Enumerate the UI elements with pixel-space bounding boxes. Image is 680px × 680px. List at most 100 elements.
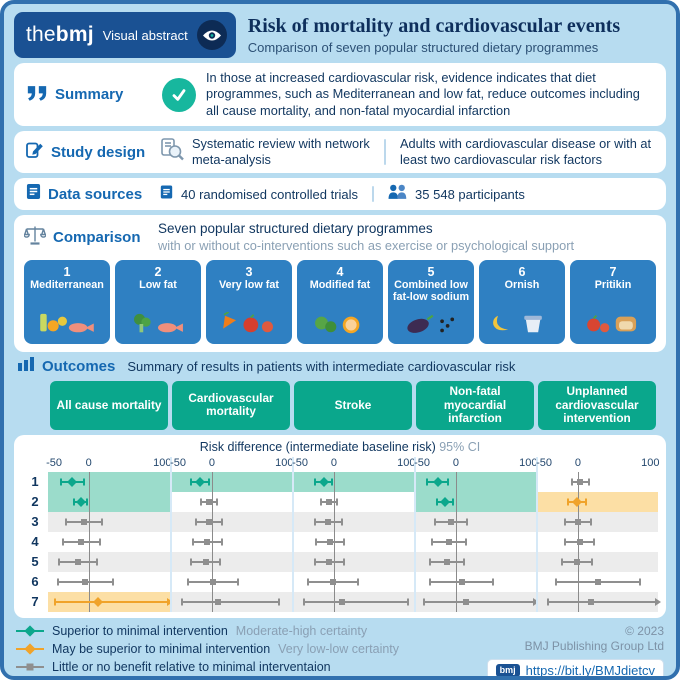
column-header-non-fatal-mi: Non-fatal myocardial infarction <box>416 381 534 430</box>
forest-cell <box>414 551 536 572</box>
food-illustration <box>491 312 553 341</box>
header-titles: Risk of mortality and cardiovascular eve… <box>247 14 666 55</box>
summary-section: Summary In those at increased cardiovasc… <box>14 63 666 127</box>
forest-cell <box>536 471 658 492</box>
forest-plot: Risk difference (intermediate baseline r… <box>14 434 666 618</box>
forest-row-number: 2 <box>31 494 39 510</box>
diet-name: Modified fat <box>309 279 371 292</box>
study-design-label: Study design <box>51 143 146 161</box>
data-sources-heading: Data sources <box>26 183 152 205</box>
check-icon <box>162 77 196 112</box>
diet-name: Very low fat <box>218 279 279 292</box>
forest-row-number: 1 <box>31 474 39 490</box>
forest-cell <box>536 491 658 512</box>
trials-document-icon <box>160 184 173 205</box>
forest-cell <box>170 551 292 572</box>
diet-number: 5 <box>427 265 435 280</box>
study-design-section: Study design Systematic review with netw… <box>14 131 666 174</box>
forest-cell <box>292 511 414 532</box>
forest-cell <box>292 471 414 492</box>
diet-card-low-fat: 2 Low fat <box>115 260 201 345</box>
legend-item-superior: Superior to minimal intervention Moderat… <box>16 624 399 638</box>
legend-text: May be superior to minimal intervention <box>52 641 271 656</box>
forest-cell <box>48 591 173 612</box>
participants-count: 35 548 participants <box>415 186 525 202</box>
pencil-icon <box>26 141 44 164</box>
outcome-columns: All cause mortality Cardiovascular morta… <box>14 381 666 430</box>
forest-row-number: 7 <box>31 594 39 610</box>
axis-ticks: -50 0 100 <box>46 456 172 469</box>
legend-certainty: Very low-low certainty <box>278 641 400 656</box>
footer: © 2023 BMJ Publishing Group Ltd bmj http… <box>486 624 664 678</box>
comparison-line2: with or without co-interventions such as… <box>158 238 575 254</box>
forest-row-number: 5 <box>31 554 39 570</box>
column-header-unplanned-intervention: Unplanned cardiovascular intervention <box>538 381 656 430</box>
column-header-stroke: Stroke <box>294 381 412 430</box>
forest-cell <box>48 491 170 512</box>
legend-text: Superior to minimal intervention <box>52 623 228 638</box>
header: thebmj Visual abstract Risk of mortality… <box>14 12 666 58</box>
legend-text: Little or no benefit relative to minimal… <box>52 659 331 674</box>
data-sources-section: Data sources 40 randomised controlled tr… <box>14 178 666 211</box>
bottom-section: Superior to minimal intervention Moderat… <box>14 624 666 678</box>
bmj-link[interactable]: bmj https://bit.ly/BMJdietcv <box>486 658 664 678</box>
superior-diamond-icon <box>16 625 44 637</box>
magnifier-document-icon <box>160 138 184 166</box>
diet-cards: 1 Mediterranean 2 Low fat 3 Very low fat… <box>24 260 656 345</box>
forest-cell <box>536 571 658 592</box>
diet-number: 1 <box>63 265 71 280</box>
forest-cell <box>170 491 292 512</box>
page-title: Risk of mortality and cardiovascular eve… <box>247 14 621 37</box>
diet-card-very-low-fat: 3 Very low fat <box>206 260 292 345</box>
legend-item-maybe-superior: May be superior to minimal intervention … <box>16 642 399 656</box>
comparison-line1: Seven popular structured dietary program… <box>158 221 433 237</box>
forest-row-number: 4 <box>31 534 39 550</box>
eye-icon <box>196 20 227 50</box>
forest-cell <box>48 531 170 552</box>
column-header-cardiovascular-mortality: Cardiovascular mortality <box>172 381 290 430</box>
diet-card-combined-low-fat-low-sodium: 5 Combined low fat-low sodium <box>388 260 474 345</box>
quote-icon <box>26 84 48 106</box>
food-illustration <box>218 311 280 341</box>
food-illustration <box>582 312 644 341</box>
copyright: © 2023 BMJ Publishing Group Ltd <box>525 624 664 654</box>
diet-card-modified-fat: 4 Modified fat <box>297 260 383 345</box>
forest-cell <box>170 591 292 612</box>
outcomes-subtitle: Summary of results in patients with inte… <box>127 359 516 375</box>
summary-text: In those at increased cardiovascular ris… <box>206 70 640 118</box>
page-subtitle: Comparison of seven popular structured d… <box>247 39 599 55</box>
forest-cell <box>536 551 658 572</box>
copyright-year: © 2023 <box>625 623 664 638</box>
no-benefit-square-icon <box>16 661 44 672</box>
forest-cell <box>48 571 170 592</box>
participants-icon <box>388 184 407 204</box>
forest-cell <box>292 551 414 572</box>
comparison-label: Comparison <box>53 228 141 246</box>
diet-number: 2 <box>154 265 162 280</box>
maybe-superior-diamond-icon <box>16 643 44 655</box>
scales-icon <box>23 225 47 250</box>
forest-cell <box>536 591 661 612</box>
forest-cell <box>414 571 536 592</box>
column-header-all-cause-mortality: All cause mortality <box>50 381 168 430</box>
diet-name: Low fat <box>139 279 177 292</box>
divider <box>372 186 375 203</box>
diet-card-pritikin: 7 Pritikin <box>570 260 656 345</box>
data-sources-label: Data sources <box>48 185 143 203</box>
forest-cell <box>414 511 536 532</box>
forest-cell <box>170 511 292 532</box>
forest-row-number: 3 <box>31 514 39 530</box>
comparison-description: Seven popular structured dietary program… <box>158 221 574 253</box>
diet-name: Mediterranean <box>30 279 104 292</box>
forest-cell <box>536 531 658 552</box>
link-url: https://bit.ly/BMJdietcv <box>525 662 655 678</box>
axis-ticks: -50 0 100 <box>170 456 293 472</box>
axis-ticks: -50 0 100 <box>292 456 415 472</box>
axis-title: Risk difference (intermediate baseline r… <box>199 439 481 454</box>
food-illustration <box>127 312 189 341</box>
diet-card-ornish: 6 Ornish <box>479 260 565 345</box>
bmj-mini-logo: bmj <box>495 663 520 676</box>
copyright-owner: BMJ Publishing Group Ltd <box>524 638 664 653</box>
diet-number: 6 <box>518 265 526 280</box>
